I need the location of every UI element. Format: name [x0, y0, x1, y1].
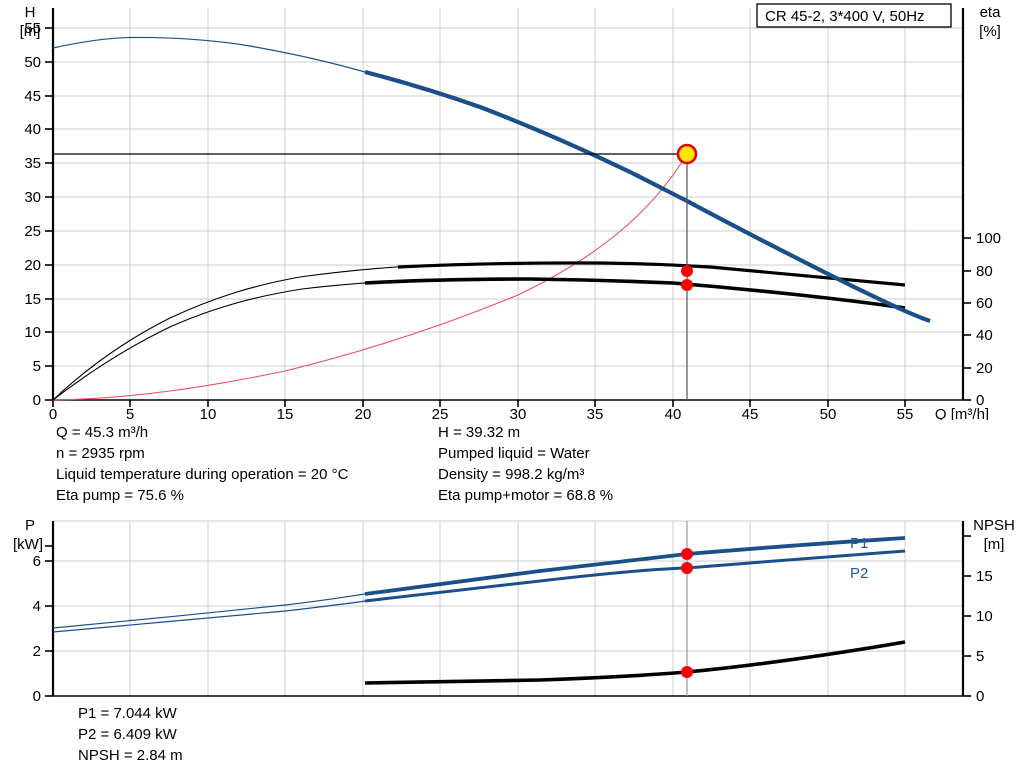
- y-axis-left-labels: 0 5 10 15 20 25 30 35 40 45 50 55: [24, 20, 41, 409]
- info-eta-pump-motor: Eta pump+motor = 68.8 %: [438, 487, 614, 504]
- head-efficiency-svg: 0 5 10 15 20 25 30 35 40 45 50 55 H [m]: [20, 3, 1002, 420]
- p1-curve-thin: [52, 593, 366, 629]
- title-box-label: CR 45-2, 3*400 V, 50Hz: [765, 8, 925, 25]
- svg-text:0: 0: [33, 688, 41, 705]
- svg-text:80: 80: [976, 263, 993, 280]
- operating-point-info-left: Q = 45.3 m³/h n = 2935 rpm Liquid temper…: [56, 422, 348, 506]
- svg-text:45: 45: [742, 406, 759, 420]
- operating-point-info-right: H = 39.32 m Pumped liquid = Water Densit…: [438, 422, 613, 506]
- svg-text:10: 10: [976, 608, 993, 625]
- svg-text:40: 40: [24, 121, 41, 138]
- info-q: Q = 45.3 m³/h: [56, 424, 149, 441]
- svg-text:30: 30: [510, 406, 527, 420]
- head-efficiency-chart: 0 5 10 15 20 25 30 35 40 45 50 55 H [m]: [20, 3, 1002, 420]
- title-box: [756, 3, 952, 28]
- efficiency-pump-curve: [397, 261, 906, 287]
- svg-text:0: 0: [49, 406, 57, 420]
- svg-text:100: 100: [976, 230, 1001, 247]
- duty-dot-eta-pump[interactable]: [681, 265, 693, 277]
- y-axis-left-unit: [m]: [20, 23, 41, 40]
- svg-text:35: 35: [24, 155, 41, 172]
- x-axis-labels: 0 5 10 15 20 25 30 35 40 45 50 55: [49, 406, 914, 420]
- duty-dot-p1[interactable]: [681, 548, 693, 560]
- svg-text:45: 45: [24, 88, 41, 105]
- svg-text:15: 15: [976, 568, 993, 585]
- y-axis-right-unit: [%]: [979, 23, 1001, 40]
- head-curve: [364, 69, 931, 323]
- svg-text:6: 6: [33, 553, 41, 570]
- duty-dot-npsh[interactable]: [681, 666, 693, 678]
- info-eta-pump: Eta pump = 75.6 %: [56, 487, 184, 504]
- svg-text:5: 5: [33, 358, 41, 375]
- svg-text:5: 5: [126, 406, 134, 420]
- svg-text:25: 25: [432, 406, 449, 420]
- svg-text:15: 15: [277, 406, 294, 420]
- svg-text:25: 25: [24, 223, 41, 240]
- y-axis-left-ticks-bottom: [45, 545, 53, 697]
- svg-text:60: 60: [976, 295, 993, 312]
- y-axis-right-name: eta: [980, 4, 1002, 21]
- svg-text:4: 4: [33, 598, 41, 615]
- info-liquid-temperature: Liquid temperature during operation = 20…: [56, 466, 349, 483]
- p2-curve: [364, 549, 906, 603]
- svg-text:0: 0: [976, 688, 984, 705]
- duty-point-marker[interactable]: [676, 143, 698, 165]
- y-axis-right-ticks: [963, 237, 971, 401]
- svg-text:40: 40: [665, 406, 682, 420]
- duty-dot-p2[interactable]: [681, 562, 693, 574]
- svg-text:15: 15: [24, 291, 41, 308]
- info-pumped-liquid: Pumped liquid = Water: [438, 445, 590, 462]
- power-npsh-chart: 0 2 4 6 P [kW] 0 5 10 15 NPSH [m: [0, 515, 1024, 705]
- x-axis-title: Q [m³/h]: [935, 406, 989, 420]
- head-curve-thin: [52, 36, 366, 73]
- y-axis-right-ticks-bottom: [963, 535, 971, 697]
- svg-text:0: 0: [33, 392, 41, 409]
- svg-text:50: 50: [820, 406, 837, 420]
- x-axis-ticks: [52, 400, 906, 407]
- info-p1: P1 = 7.044 kW: [78, 705, 177, 722]
- svg-text:10: 10: [24, 324, 41, 341]
- svg-text:0: 0: [976, 392, 984, 409]
- svg-text:50: 50: [24, 54, 41, 71]
- plot-background: [53, 8, 963, 400]
- y-axis-left-name-bottom: P: [25, 517, 35, 534]
- npsh-curve: [364, 640, 906, 685]
- svg-text:5: 5: [976, 648, 984, 665]
- p2-curve-thin: [52, 600, 366, 633]
- svg-text:2: 2: [33, 643, 41, 660]
- power-info: P1 = 7.044 kW P2 = 6.409 kW NPSH = 2.84 …: [78, 703, 183, 766]
- p1-curve-label: P1: [850, 535, 868, 552]
- svg-text:20: 20: [24, 257, 41, 274]
- power-npsh-svg: 0 2 4 6 P [kW] 0 5 10 15 NPSH [m: [13, 517, 1015, 705]
- p1-curve: [364, 536, 906, 596]
- efficiency-pumpmotor-curve: [364, 277, 906, 310]
- y-axis-right-name-bottom: NPSH: [973, 517, 1015, 534]
- svg-text:35: 35: [587, 406, 604, 420]
- svg-text:10: 10: [200, 406, 217, 420]
- y-axis-right-unit-bottom: [m]: [984, 536, 1005, 553]
- duty-dot-eta-pumpmotor[interactable]: [681, 279, 693, 291]
- info-h: H = 39.32 m: [438, 424, 521, 441]
- y-axis-left-unit-bottom: [kW]: [13, 536, 43, 553]
- svg-text:20: 20: [355, 406, 372, 420]
- y-axis-left-labels-bottom: 0 2 4 6: [33, 553, 41, 705]
- y-axis-right-labels: 0 20 40 60 80 100: [976, 230, 1001, 409]
- svg-text:40: 40: [976, 327, 993, 344]
- y-axis-left-ticks: [45, 27, 53, 401]
- info-n: n = 2935 rpm: [56, 445, 145, 462]
- svg-text:55: 55: [897, 406, 914, 420]
- vertical-gridlines: [52, 8, 906, 400]
- svg-text:20: 20: [976, 360, 993, 377]
- info-npsh: NPSH = 2.84 m: [78, 747, 183, 764]
- svg-text:55: 55: [24, 20, 41, 37]
- p2-curve-label: P2: [850, 565, 868, 582]
- system-curve: [52, 153, 688, 401]
- svg-text:30: 30: [24, 189, 41, 206]
- y-axis-left-name: H: [25, 4, 36, 21]
- info-density: Density = 998.2 kg/m³: [438, 466, 585, 483]
- info-p2: P2 = 6.409 kW: [78, 726, 177, 743]
- plot-background-bottom: [53, 521, 963, 696]
- y-axis-right-labels-bottom: 0 5 10 15: [976, 568, 993, 705]
